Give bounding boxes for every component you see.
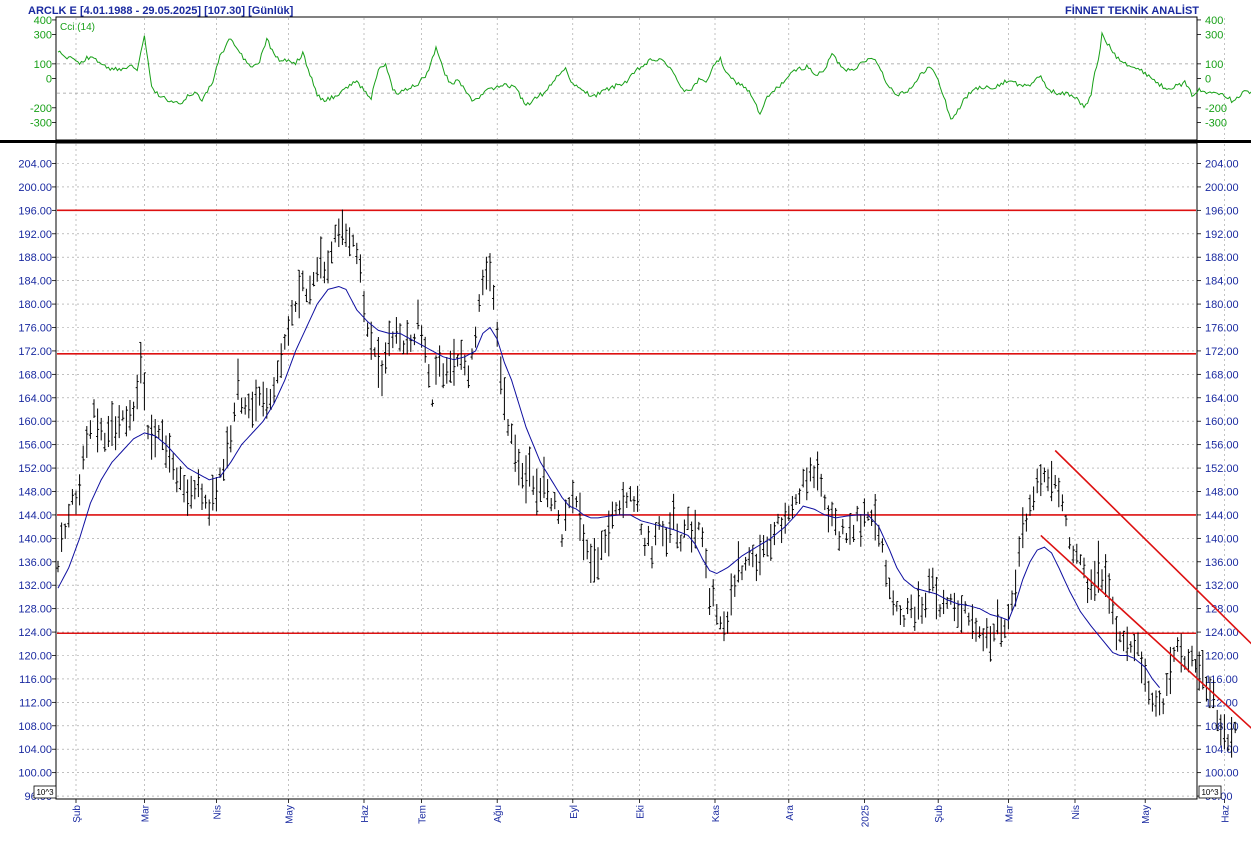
y-tick-label-right: 204.00 [1205,159,1239,171]
y-tick-label-right: 160.00 [1205,416,1239,428]
y-tick-label-right: 156.00 [1205,440,1239,452]
y-tick-label-right: 100.00 [1205,768,1239,780]
y-tick-label-right: 184.00 [1205,276,1239,288]
x-tick-label: Şub [72,805,83,823]
x-tick-label: Kas [711,805,722,822]
y-tick-label-left: 140.00 [18,533,52,545]
channel-line [1040,534,1251,729]
x-tick-label: Şub [934,805,945,823]
cci-panel [55,16,1198,141]
cci-tick-label-right: 300 [1205,30,1223,42]
y-tick-label-left: 128.00 [18,604,52,616]
scale-box-right [1198,785,1222,799]
y-tick-label-left: 120.00 [18,651,52,663]
x-tick-label: Ara [785,805,796,821]
y-tick-label-left: 188.00 [18,252,52,264]
y-tick-label-left: 172.00 [18,346,52,358]
x-tick-label: Mar [1004,804,1015,822]
y-tick-label-right: 132.00 [1205,580,1239,592]
x-axis: Şub Mar Nis May Haz Tem Ağu Eyl Eki Kas Ara 2025 Şub… [72,799,1231,827]
x-tick-label: Ağu [493,805,504,823]
y-tick-label-left: 192.00 [18,229,52,241]
y-tick-label-left: 168.00 [18,369,52,381]
y-tick-label-right: 164.00 [1205,393,1239,405]
cci-series-label: Cci (14) [60,22,95,33]
y-tick-label-right: 148.00 [1205,487,1239,499]
y-tick-label-left: 164.00 [18,393,52,405]
price-layer: 96.0096.00100.00100.00104.00104.00108.00… [18,144,1251,803]
x-tick-label: Mar [140,804,151,822]
y-tick-label-right: 200.00 [1205,182,1239,194]
y-tick-label-left: 100.00 [18,768,52,780]
y-tick-label-right: 180.00 [1205,299,1239,311]
scale-box-left [33,785,57,799]
moving-average-line [57,285,1160,689]
y-tick-label-left: 156.00 [18,440,52,452]
y-tick-label-left: 136.00 [18,557,52,569]
cci-tick-label-left: 400 [34,15,52,27]
cci-tick-label-right: -200 [1205,103,1227,115]
chart-title: ARCLK E [4.01.1988 - 29.05.2025] [107.30… [28,5,294,17]
y-tick-label-left: 112.00 [19,697,52,709]
y-tick-label-left: 180.00 [18,299,52,311]
cci-tick-label-left: 0 [46,74,52,86]
cci-tick-label-right: 400 [1205,15,1223,27]
y-tick-label-left: 124.00 [18,627,52,639]
x-tick-label: Nis [212,805,223,819]
cci-line [57,31,1251,120]
x-tick-label: Eki [635,805,646,819]
x-tick-label: Eyl [569,805,580,819]
cci-layer: 400 400 300 300 100 100 0 0 -200 -200 -300 -300 [30,15,1251,139]
y-tick-label-left: 152.00 [18,463,52,475]
y-tick-label-right: 196.00 [1205,205,1239,217]
cci-tick-label-left: 300 [34,30,52,42]
y-tick-label-left: 204.00 [18,159,52,171]
y-tick-label-right: 136.00 [1205,557,1239,569]
price-panel [55,142,1198,800]
y-tick-label-left: 104.00 [18,744,52,756]
cci-tick-label-left: -200 [30,103,52,115]
x-tick-label: Tem [418,805,429,824]
y-tick-label-right: 120.00 [1205,651,1239,663]
y-tick-label-right: 168.00 [1205,369,1239,381]
x-tick-label: Haz [360,805,371,823]
scale-label-left: 10^3 [36,788,54,797]
y-tick-label-right: 188.00 [1205,252,1239,264]
x-tick-label: May [1141,805,1152,824]
y-tick-label-right: 152.00 [1205,463,1239,475]
y-tick-label-left: 176.00 [18,323,52,335]
x-tick-label: Haz [1220,805,1231,823]
y-tick-label-left: 200.00 [18,182,52,194]
y-tick-label-left: 108.00 [18,721,52,733]
y-tick-label-left: 160.00 [18,416,52,428]
scale-label-right: 10^3 [1201,788,1219,797]
brand-label: FİNNET TEKNİK ANALİST [1065,4,1199,17]
y-tick-label-left: 196.00 [18,205,52,217]
y-tick-label-left: 148.00 [18,487,52,499]
y-tick-label-right: 104.00 [1205,744,1239,756]
cci-tick-label-left: -300 [30,117,52,129]
panel-separator [0,140,1251,143]
x-tick-label: Nis [1071,805,1082,819]
y-tick-label-right: 144.00 [1205,510,1239,522]
cci-tick-label-right: 0 [1205,74,1211,86]
y-tick-label-right: 192.00 [1205,229,1239,241]
y-tick-label-left: 144.00 [18,510,52,522]
y-tick-label-left: 116.00 [19,674,52,686]
y-tick-label-right: 172.00 [1205,346,1239,358]
y-tick-label-left: 184.00 [18,276,52,288]
x-tick-label: 2025 [860,805,871,828]
y-tick-label-left: 132.00 [18,580,52,592]
x-tick-label: May [284,805,295,824]
cci-tick-label-right: -300 [1205,117,1227,129]
cci-tick-label-left: 100 [34,59,52,71]
cci-tick-label-right: 100 [1205,59,1223,71]
channel-line [1054,449,1251,645]
y-tick-label-right: 124.00 [1205,627,1239,639]
y-tick-label-right: 140.00 [1205,533,1239,545]
y-tick-label-right: 176.00 [1205,323,1239,335]
